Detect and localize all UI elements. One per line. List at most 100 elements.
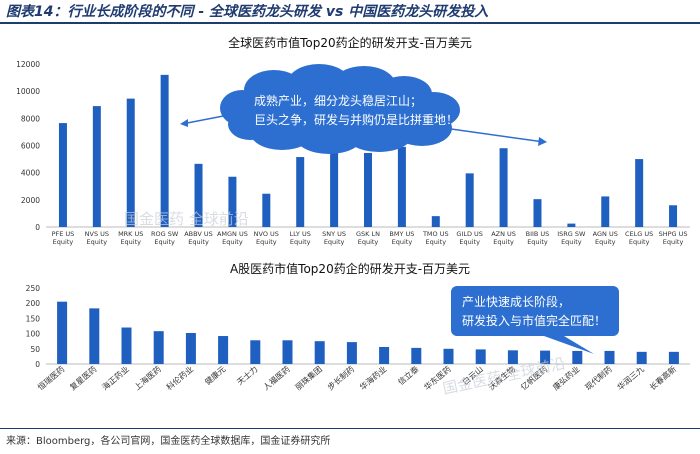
bar	[465, 173, 474, 227]
bar	[533, 199, 542, 227]
x-tick-label: 海正药业	[100, 364, 131, 392]
x-tick-label: ISRG SW	[557, 230, 586, 238]
callout-box: 产业快速成长阶段， 研发投入与市值完全匹配！	[451, 286, 619, 354]
x-tick-label: BMY US	[389, 230, 414, 238]
callout-line-2: 巨头之争，研发与并购仍是比拼重地！	[254, 112, 458, 127]
y-tick-label: 10000	[16, 87, 40, 96]
callout-cloud: 成熟产业，细分龙头稳居江山； 巨头之争，研发与并购仍是比拼重地！	[180, 64, 547, 154]
bar	[296, 157, 305, 227]
y-tick-label: 0	[35, 360, 40, 369]
x-tick-label: 天士力	[235, 364, 260, 387]
bar	[601, 196, 610, 227]
x-tick-label: Equity	[188, 238, 209, 246]
bar	[185, 332, 196, 364]
x-tick-label: SHPG US	[659, 230, 688, 238]
x-tick-label: PFE US	[52, 230, 75, 238]
x-tick-label: 科伦药业	[164, 364, 195, 392]
y-tick-label: 200	[26, 299, 41, 308]
x-tick-label: Equity	[392, 238, 413, 246]
x-tick-label: BIIB US	[526, 230, 550, 238]
x-tick-label: 长春高新	[647, 364, 678, 392]
x-tick-label: SNY US	[322, 230, 346, 238]
x-tick-label: 丽珠集团	[293, 364, 324, 392]
x-tick-label: Equity	[493, 238, 514, 246]
x-tick-label: NVS US	[85, 230, 109, 238]
bar	[364, 152, 372, 227]
bar	[507, 350, 518, 364]
ashare-rd-chart-panel: A股医药市值Top20药企的研发开支-百万美元 0 50 100 150 200 250 恒…	[4, 254, 696, 426]
bar	[262, 193, 271, 227]
x-tick-label: TMO US	[422, 230, 449, 238]
y-tick-label: 0	[35, 223, 40, 232]
bar	[92, 106, 101, 227]
callout-box-pointer	[544, 336, 594, 354]
x-tick-label: 现代制药	[583, 364, 614, 392]
bar	[314, 341, 325, 364]
x-tick-label: Equity	[561, 238, 582, 246]
y-tick-label: 8000	[21, 114, 40, 123]
x-tick-label: 步长制药	[325, 364, 356, 392]
y-tick-label: 6000	[21, 142, 40, 151]
bar	[160, 74, 169, 227]
x-tick-label: 信立泰	[396, 364, 421, 387]
x-tick-label: Equity	[87, 238, 108, 246]
y-tick-label: 100	[26, 330, 41, 339]
global-rd-chart-panel: 全球医药市值Top20药企的研发开支-百万美元 0 2000 4000 6000 800…	[4, 28, 696, 250]
bar	[475, 349, 486, 364]
bar	[228, 176, 237, 227]
x-tick-label: Equity	[324, 238, 345, 246]
global-chart-title: 全球医药市值Top20药企的研发开支-百万美元	[228, 36, 472, 50]
bar	[540, 350, 551, 364]
x-tick-label: 华海药业	[357, 364, 388, 392]
bar	[379, 346, 390, 364]
x-tick-label: AMGN US	[217, 230, 248, 238]
x-tick-label: 恒瑞医药	[35, 364, 66, 392]
x-tick-label: Equity	[290, 238, 311, 246]
x-tick-label: AZN US	[491, 230, 516, 238]
callout-line-1: 产业快速成长阶段，	[462, 294, 570, 309]
callout-line-2: 研发投入与市值完全匹配！	[462, 313, 606, 328]
bar	[635, 159, 644, 227]
bar	[57, 301, 68, 364]
watermark-text: 国金医药 全球前沿	[124, 210, 249, 228]
x-tick-label: 华润三九	[615, 364, 646, 392]
x-tick-label: MRK US	[118, 230, 143, 238]
x-tick-label: Equity	[595, 238, 616, 246]
x-tick-label: Equity	[426, 238, 447, 246]
callout-arrow-right	[443, 127, 545, 143]
y-tick-label: 150	[26, 314, 41, 323]
callout-cloud-lobe	[249, 84, 429, 136]
x-tick-label: 健康元	[203, 364, 228, 387]
bar	[443, 348, 454, 364]
callout-arrow-left	[181, 111, 245, 125]
callout-box-rect	[451, 286, 619, 336]
x-tick-label: Equity	[459, 238, 480, 246]
bar	[346, 342, 357, 364]
bar	[669, 205, 678, 227]
x-tick-label: NVO US	[254, 230, 279, 238]
x-tick-label: 上海医药	[132, 364, 163, 392]
x-tick-label: ABBV US	[184, 230, 213, 238]
bar	[89, 308, 100, 364]
bar	[250, 340, 261, 364]
x-tick-label: Equity	[629, 238, 650, 246]
x-tick-label: GILD US	[456, 230, 483, 238]
bar	[153, 331, 164, 364]
bar	[121, 327, 132, 364]
y-tick-label: 2000	[21, 196, 40, 205]
callout-arrow-right-head	[538, 137, 547, 146]
bar	[330, 146, 339, 227]
ashare-rd-bar-chart: 0 50 100 150 200 250 恒瑞医药 复星医药 海正药业 上海医药 科伦药业 健康元 天士…	[26, 284, 690, 398]
x-tick-label: Equity	[527, 238, 548, 246]
x-tick-label: LLY US	[290, 230, 311, 238]
bar	[668, 351, 679, 364]
x-tick-label: 人福医药	[261, 364, 292, 392]
y-tick-label: 250	[26, 284, 41, 293]
bar	[499, 148, 508, 227]
x-tick-label: Equity	[222, 238, 243, 246]
bar	[604, 350, 615, 364]
figure-title: 图表14：行业长成阶段的不同 - 全球医药龙头研发 vs 中国医药龙头研发投入	[0, 0, 700, 24]
bar	[218, 336, 229, 364]
y-tick-label: 4000	[21, 169, 40, 178]
